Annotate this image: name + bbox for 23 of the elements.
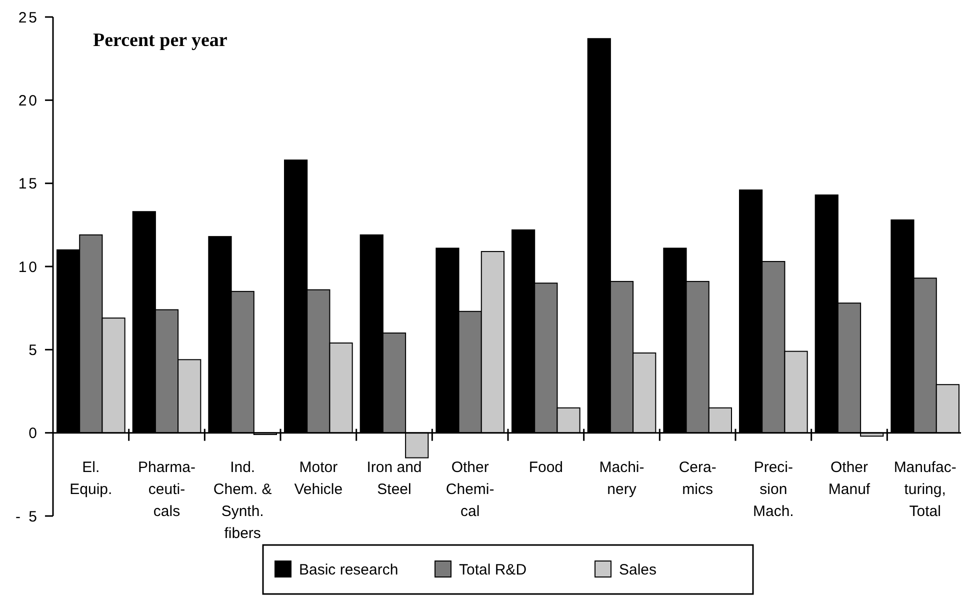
x-tick-label: Food <box>528 459 564 476</box>
legend-label: Sales <box>619 561 657 578</box>
x-tick-label: Iron and Steel <box>366 459 422 498</box>
legend-label: Total R&D <box>459 561 527 578</box>
y-axis-title: Percent per year <box>93 30 228 51</box>
x-tick-label: Other Manuf <box>828 459 871 498</box>
x-tick-label: Machi- nery <box>599 459 644 498</box>
x-tick-label: Cera- mics <box>678 459 716 498</box>
y-tick-label: 25 <box>18 9 39 26</box>
y-tick-label: 5 <box>28 342 39 359</box>
x-tick-label: Preci- sion Mach. <box>752 459 794 520</box>
y-tick-label: 20 <box>18 92 39 110</box>
x-tick-label: Pharma- ceuti- cals <box>138 459 196 520</box>
x-tick-label: Manufac- turing, Total <box>894 459 956 520</box>
legend-label: Basic research <box>299 561 398 578</box>
y-tick-label: 0 <box>28 425 39 442</box>
y-tick-label: - 5 <box>15 508 39 526</box>
x-tick-label: Ind. Chem. & Synth. fibers <box>213 459 272 542</box>
x-tick-label: Motor Vehicle <box>294 459 343 498</box>
x-tick-label: Other Chemi- cal <box>446 459 494 520</box>
x-tick-label: El. Equip. <box>70 459 112 498</box>
y-tick-label: 15 <box>18 176 39 193</box>
y-tick-label: 10 <box>18 258 39 276</box>
